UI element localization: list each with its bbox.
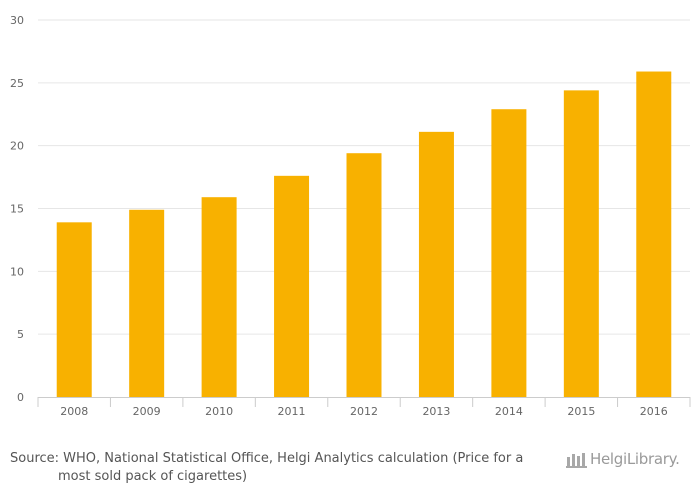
y-tick-label: 0 [17,391,24,404]
bar [491,109,527,398]
x-tick-label: 2014 [495,405,523,418]
y-tick-label: 25 [10,77,24,90]
x-tick-label: 2012 [350,405,378,418]
x-tick-label: 2013 [422,405,450,418]
helgi-library-logo[interactable]: HelgiLibrary. [566,449,692,471]
x-tick-label: 2008 [60,405,88,418]
x-axis-ticks: 2008 2009 2010 2011 2012 2013 2014 2015 2016 [60,405,668,418]
y-axis-ticks: 0 5 10 15 20 25 30 [10,14,24,404]
bar [636,71,672,398]
library-bars-icon [566,453,587,468]
x-tick-label: 2010 [205,405,233,418]
bars [56,71,672,398]
y-tick-label: 5 [17,328,24,341]
source-line-1: Source: WHO, National Statistical Office… [10,451,524,466]
y-tick-label: 10 [10,265,24,278]
y-tick-label: 15 [10,203,24,216]
source-note: Source: WHO, National Statistical Office… [10,450,530,486]
bar [563,90,599,397]
y-tick-label: 20 [10,140,24,153]
source-line-2: most sold pack of cigarettes) [58,469,248,484]
bar [129,209,165,397]
x-axis [37,397,691,407]
y-tick-label: 30 [10,14,24,27]
bar [56,222,92,397]
bar [274,175,310,397]
x-tick-label: 2011 [278,405,306,418]
bar [418,131,454,398]
bar [346,153,382,397]
bar [201,197,237,397]
x-tick-label: 2009 [133,405,161,418]
x-tick-label: 2015 [567,405,595,418]
x-tick-label: 2016 [640,405,668,418]
logo-text: HelgiLibrary. [590,450,680,468]
